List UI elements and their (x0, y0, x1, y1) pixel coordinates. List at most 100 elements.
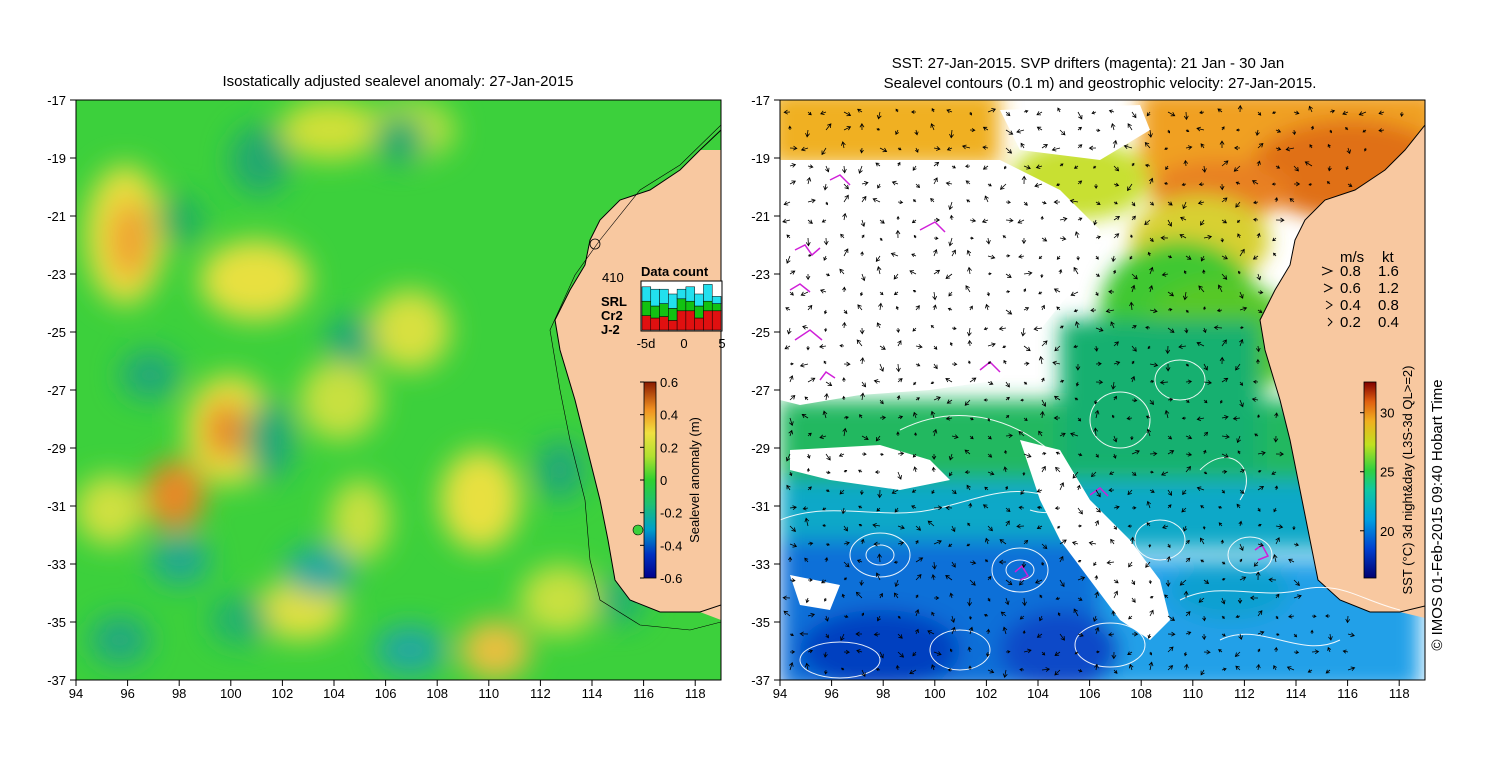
velocity-arrow (1052, 360, 1061, 366)
velocity-arrow (1059, 555, 1064, 563)
velocity-arrow (1293, 110, 1300, 115)
velocity-arrow (782, 595, 791, 601)
velocity-arrow (986, 628, 991, 635)
velocity-arrow (1105, 308, 1115, 314)
velocity-arrow (951, 362, 958, 367)
velocity-arrow (1041, 200, 1047, 205)
sla-colorbar-tick-2: 0.2 (660, 440, 678, 455)
velocity-arrow (1292, 129, 1297, 136)
velocity-arrow (1203, 579, 1210, 584)
velocity-arrow (1203, 471, 1208, 475)
velocity-arrow (1272, 554, 1278, 563)
velocity-arrow (1020, 489, 1025, 495)
velocity-arrow (1167, 450, 1175, 455)
velocity-arrow (788, 429, 794, 437)
velocity-arrow (967, 266, 972, 275)
velocity-arrow (1235, 614, 1241, 619)
velocity-arrow (1198, 182, 1205, 187)
left-y-tick-minus35: -35 (47, 615, 66, 630)
velocity-arrow (1160, 235, 1169, 241)
velocity-arrow (857, 108, 863, 113)
velocity-arrow (931, 489, 935, 495)
velocity-arrow (1149, 308, 1158, 314)
velocity-arrow (807, 111, 812, 116)
velocity-arrow (1239, 326, 1244, 330)
velocity-arrow (843, 111, 852, 117)
velocity-arrow (876, 128, 881, 131)
velocity-arrow (1147, 345, 1151, 350)
velocity-arrow (912, 327, 917, 332)
velocity-arrow (1094, 663, 1099, 671)
velocity-arrow (1127, 489, 1133, 496)
right-x-tick-94: 94 (773, 686, 787, 701)
velocity-arrow (1130, 284, 1136, 293)
velocity-arrow (1023, 270, 1033, 276)
velocity-arrow (1131, 273, 1138, 280)
velocity-arrow (1053, 415, 1060, 421)
data-count-bar-3-j2 (668, 320, 678, 331)
velocity-arrow (1148, 579, 1152, 585)
velocity-arrow (1094, 183, 1098, 189)
velocity-arrow (897, 147, 902, 151)
velocity-arrow (948, 291, 953, 297)
velocity-arrow (873, 541, 881, 547)
velocity-arrow (825, 453, 831, 461)
velocity-arrow (1109, 471, 1115, 475)
velocity-arrow (909, 669, 917, 675)
velocity-arrow (860, 219, 866, 228)
velocity-arrow (1077, 111, 1083, 120)
velocity-arrow (1110, 538, 1115, 545)
sst-colorbar-label: SST (°C) 3d night&day (L3S-3d QL>=2) (1400, 366, 1415, 595)
left-y-tick-minus27: -27 (47, 383, 66, 398)
velocity-arrow (875, 668, 881, 672)
velocity-arrow (1293, 650, 1300, 655)
velocity-arrow (1005, 254, 1011, 258)
velocity-arrow (1275, 593, 1280, 599)
velocity-arrow (1112, 269, 1117, 275)
sla-colorbar-tick-5: -0.4 (660, 538, 682, 553)
velocity-arrow (786, 453, 791, 462)
velocity-arrow (1399, 111, 1404, 117)
velocity-arrow (933, 396, 941, 401)
velocity-arrow (949, 471, 953, 477)
sla-colorbar-tick-3: 0 (660, 473, 667, 488)
velocity-arrow (1221, 415, 1229, 420)
velocity-arrow (945, 505, 953, 511)
velocity-arrow (1005, 129, 1014, 135)
velocity-arrow (897, 451, 905, 457)
velocity-arrow (875, 162, 881, 167)
velocity-arrow (1255, 571, 1261, 581)
velocity-arrow (839, 268, 845, 275)
velocity-arrow (861, 195, 867, 203)
sealevel-contours (780, 359, 1401, 679)
left-map-title: Isostatically adjusted sealevel anomaly:… (222, 73, 573, 90)
velocity-arrow (1095, 128, 1101, 132)
velocity-arrow (1165, 165, 1169, 171)
velocity-arrow (1071, 541, 1079, 546)
left-x-tick-112: 112 (530, 686, 551, 701)
velocity-arrow (987, 108, 997, 113)
velocity-arrow (1058, 268, 1063, 275)
velocity-arrow (1070, 291, 1079, 297)
velocity-arrow (824, 615, 829, 622)
velocity-arrow (1167, 327, 1175, 333)
velocity-arrow (879, 651, 884, 659)
velocity-arrow (931, 453, 937, 460)
velocity-arrow (1328, 633, 1333, 641)
velocity-arrow (982, 126, 989, 131)
velocity-arrow (1233, 165, 1241, 172)
velocity-arrow (1203, 234, 1213, 240)
velocity-arrow (1093, 561, 1097, 567)
velocity-arrow (1059, 539, 1067, 545)
velocity-arrow (879, 219, 885, 224)
velocity-arrow (1088, 540, 1097, 546)
velocity-arrow (807, 432, 812, 437)
data-count-bar-1-j2 (650, 317, 660, 331)
velocity-arrow (1023, 648, 1032, 654)
velocity-arrow (1040, 215, 1044, 221)
left-x-tick-116: 116 (633, 686, 654, 701)
velocity-arrow (1167, 308, 1173, 312)
velocity-arrow (1093, 165, 1097, 169)
velocity-arrow (825, 123, 832, 131)
velocity-arrow (969, 579, 976, 586)
